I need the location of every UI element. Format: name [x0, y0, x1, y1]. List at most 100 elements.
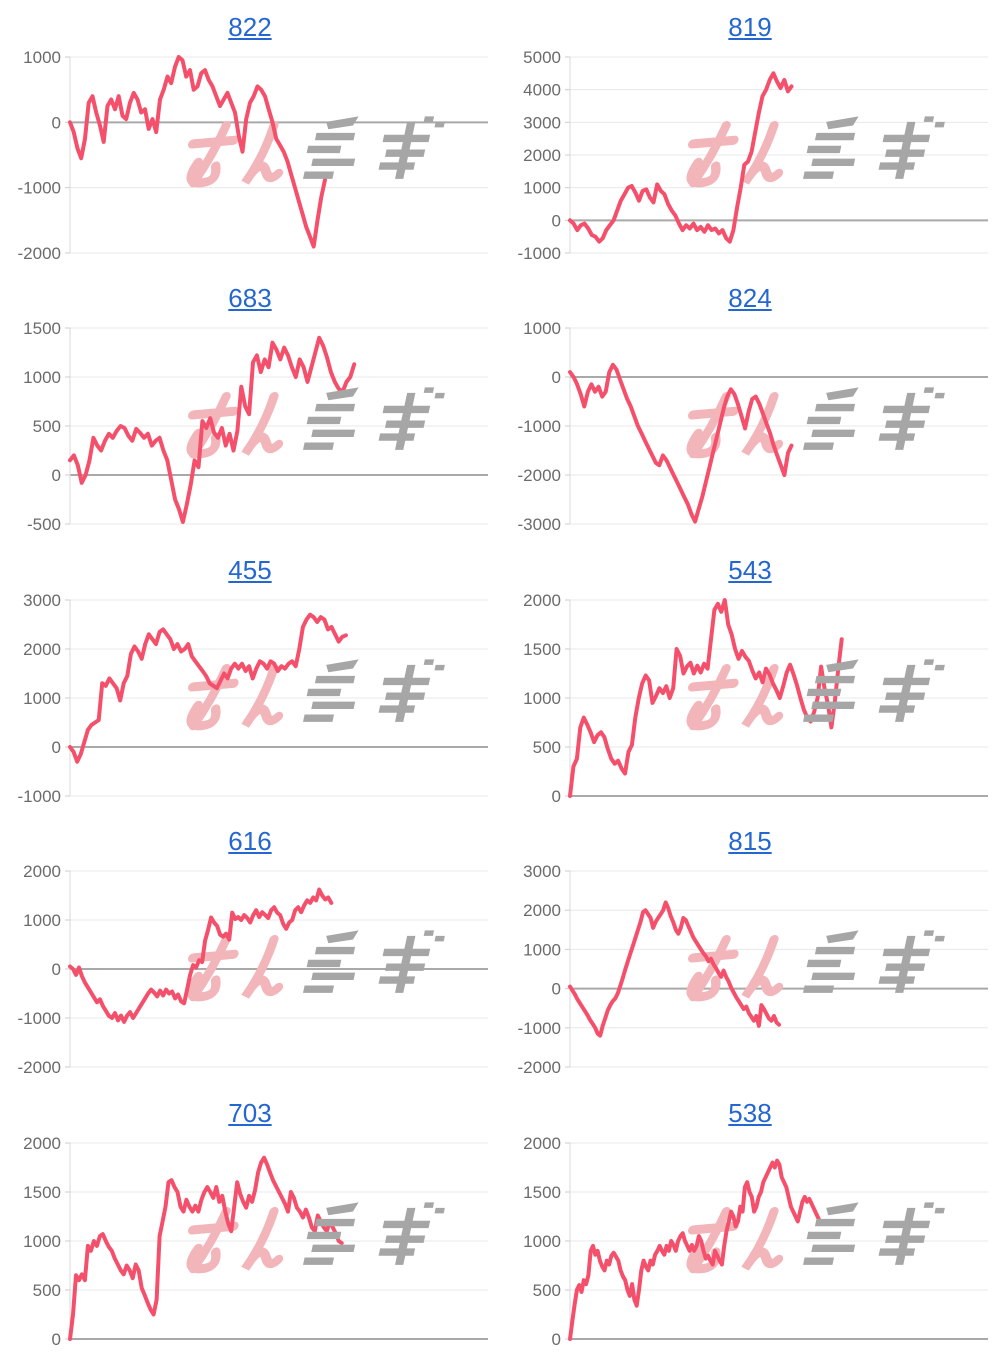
y-axis-tick-label: 0 [552, 211, 561, 230]
y-axis-tick-label: 0 [52, 1330, 61, 1349]
watermark-pink-text [186, 1206, 284, 1273]
y-axis-tick-label: 1000 [523, 179, 561, 198]
watermark-pink-text [186, 663, 284, 731]
y-axis-tick-label: 1000 [23, 689, 61, 708]
chart-title-row: 819 [500, 12, 1000, 44]
y-axis-tick-label: -2000 [518, 466, 561, 485]
y-axis-tick-label: 2000 [523, 1134, 561, 1153]
watermark-gray-text [303, 930, 445, 994]
chart-title-row: 455 [0, 555, 500, 587]
chart-cell: 822 1000 0 -1000 -2000 [0, 0, 500, 271]
machine-number-link[interactable]: 703 [228, 1097, 272, 1128]
chart-cell: 616 2000 1000 0 -1000 -2000 [0, 814, 500, 1085]
machine-number-link[interactable]: 538 [728, 1097, 772, 1128]
payout-line [568, 71, 794, 244]
machine-number-link[interactable]: 819 [728, 12, 772, 42]
payout-line-chart: 3000 2000 1000 0 -1000 -2000 [518, 862, 988, 1077]
y-axis-tick-label: -1000 [18, 787, 61, 806]
y-axis-tick-label: 3000 [23, 591, 61, 610]
y-axis-tick-label: -1000 [518, 417, 561, 436]
y-axis-tick-label: 3000 [523, 113, 561, 132]
machine-number-link[interactable]: 815 [728, 826, 772, 857]
payout-line-chart: 1000 0 -1000 -2000 -3000 [518, 319, 988, 534]
payout-line-chart: 2000 1500 1000 500 0 [523, 1134, 988, 1349]
y-axis-tick-label: 0 [552, 1330, 561, 1349]
y-axis-tick-label: 5000 [523, 48, 561, 67]
machine-number-link[interactable]: 616 [228, 826, 272, 857]
y-axis-tick-label: 0 [552, 368, 561, 387]
machine-number-link[interactable]: 683 [228, 283, 272, 314]
y-axis-tick-label: 0 [52, 466, 61, 485]
payout-line-chart: 1000 0 -1000 -2000 [18, 48, 488, 263]
chart-cell: 683 1500 1000 500 0 -500 [0, 271, 500, 542]
y-axis-tick-label: 1000 [523, 941, 561, 960]
y-axis-tick-label: 1500 [523, 1183, 561, 1202]
y-axis-tick-label: -2000 [518, 1058, 561, 1077]
y-axis-tick-label: 3000 [523, 862, 561, 881]
watermark-gray-text [803, 930, 945, 994]
y-axis-tick-label: 1000 [523, 1232, 561, 1251]
y-axis-tick-label: 500 [533, 738, 561, 757]
watermark-gray-text [303, 1201, 445, 1265]
payout-line [68, 612, 348, 764]
y-axis-tick-label: -1000 [518, 244, 561, 263]
chart-cell: 815 3000 2000 1000 0 -1000 -2000 [500, 814, 1000, 1085]
payout-line-chart: 3000 2000 1000 0 -1000 [18, 591, 488, 806]
payout-line-chart: 2000 1500 1000 500 0 [523, 591, 988, 806]
chart-title-row: 538 [500, 1098, 1000, 1130]
machine-number-link[interactable]: 543 [728, 554, 772, 585]
payout-line [68, 887, 334, 1025]
watermark-pink-text [686, 935, 784, 1002]
y-axis-tick-label: -3000 [518, 515, 561, 534]
y-axis-tick-label: 1000 [23, 368, 61, 387]
y-axis-tick-label: 1000 [523, 319, 561, 338]
payout-line [68, 55, 327, 249]
y-axis-tick-label: 0 [52, 738, 61, 757]
chart-title-row: 616 [0, 826, 500, 858]
payout-line [68, 336, 357, 525]
payout-line-chart: 1500 1000 500 0 -500 [23, 319, 488, 534]
chart-cell: 455 3000 2000 1000 0 -1000 [0, 543, 500, 814]
chart-title-row: 822 [0, 12, 500, 44]
y-axis-tick-label: 4000 [523, 81, 561, 100]
y-axis-tick-label: 1500 [23, 319, 61, 338]
chart-cell: 703 2000 1500 1000 500 0 [0, 1086, 500, 1357]
chart-title-row: 815 [500, 826, 1000, 858]
y-axis-tick-label: -2000 [18, 244, 61, 263]
chart-cell: 543 2000 1500 1000 500 0 [500, 543, 1000, 814]
y-axis-tick-label: -1000 [518, 1019, 561, 1038]
y-axis-tick-label: -500 [27, 515, 61, 534]
machine-number-link[interactable]: 822 [228, 12, 272, 42]
payout-line [568, 597, 844, 798]
chart-title-row: 543 [500, 555, 1000, 587]
chart-title-row: 683 [0, 283, 500, 315]
y-axis-tick-label: 500 [533, 1281, 561, 1300]
y-axis-tick-label: 0 [52, 113, 61, 132]
y-axis-tick-label: 2000 [523, 146, 561, 165]
y-axis-tick-label: 0 [552, 980, 561, 999]
y-axis-tick-label: 1500 [523, 640, 561, 659]
watermark-pink-text [686, 663, 784, 731]
machine-number-link[interactable]: 824 [728, 283, 772, 314]
watermark-gray-text [303, 387, 445, 451]
payout-line-chart: 5000 4000 3000 2000 1000 0 -1000 [518, 48, 988, 263]
y-axis-tick-label: 500 [33, 1281, 61, 1300]
chart-cell: 824 1000 0 -1000 -2000 -3000 [500, 271, 1000, 542]
y-axis-tick-label: 2000 [23, 1134, 61, 1153]
watermark-gray-text [803, 116, 945, 179]
watermark-gray-text [803, 1201, 945, 1265]
machine-number-link[interactable]: 455 [228, 554, 272, 585]
watermark-gray-text [303, 116, 445, 179]
watermark-pink-text [186, 935, 284, 1002]
chart-cell: 538 2000 1500 1000 500 0 [500, 1086, 1000, 1357]
y-axis-tick-label: 500 [33, 417, 61, 436]
payout-line-chart: 2000 1000 0 -1000 -2000 [18, 862, 488, 1077]
watermark-gray-text [803, 387, 945, 451]
y-axis-tick-label: 2000 [23, 640, 61, 659]
y-axis-tick-label: 1500 [23, 1183, 61, 1202]
watermark-pink-text [186, 120, 284, 188]
y-axis-tick-label: -1000 [18, 1009, 61, 1028]
y-axis-tick-label: 2000 [523, 591, 561, 610]
y-axis-tick-label: 0 [52, 960, 61, 979]
